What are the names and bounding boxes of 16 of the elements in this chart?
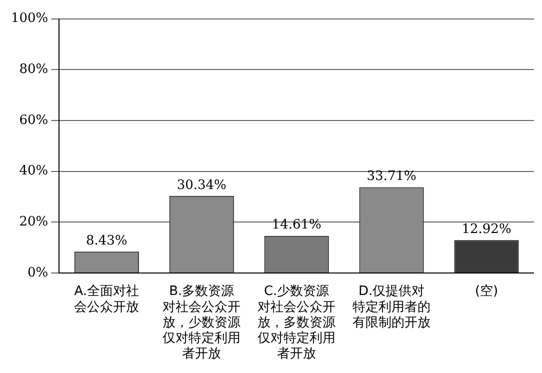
x-tick-label: B.多数资源对社会公众开放，少数资源仅对特定利用者开放 — [162, 284, 241, 362]
x-tick-label: (空) — [474, 284, 498, 300]
y-tick-label: 100% — [10, 11, 48, 26]
y-tick-label: 20% — [19, 214, 48, 230]
data-label: 33.71% — [366, 169, 416, 184]
data-label: 12.92% — [462, 222, 512, 238]
x-tick-label: D.仅提供对特定利用者的有限制的开放 — [352, 284, 431, 330]
data-label: 30.34% — [176, 178, 226, 193]
y-tick-label: 80% — [19, 62, 48, 78]
y-tick-label: 60% — [19, 112, 48, 128]
x-tick-label: C.少数资源对社会公众开放，多数资源仅对特定利用者开放 — [258, 284, 336, 362]
data-label: 8.43% — [86, 233, 128, 248]
y-tick-label: 0% — [28, 265, 48, 280]
data-label: 14.61% — [272, 218, 322, 233]
x-tick-label: A.全面对社会公众开放 — [74, 284, 140, 315]
y-tick-label: 40% — [19, 164, 48, 179]
